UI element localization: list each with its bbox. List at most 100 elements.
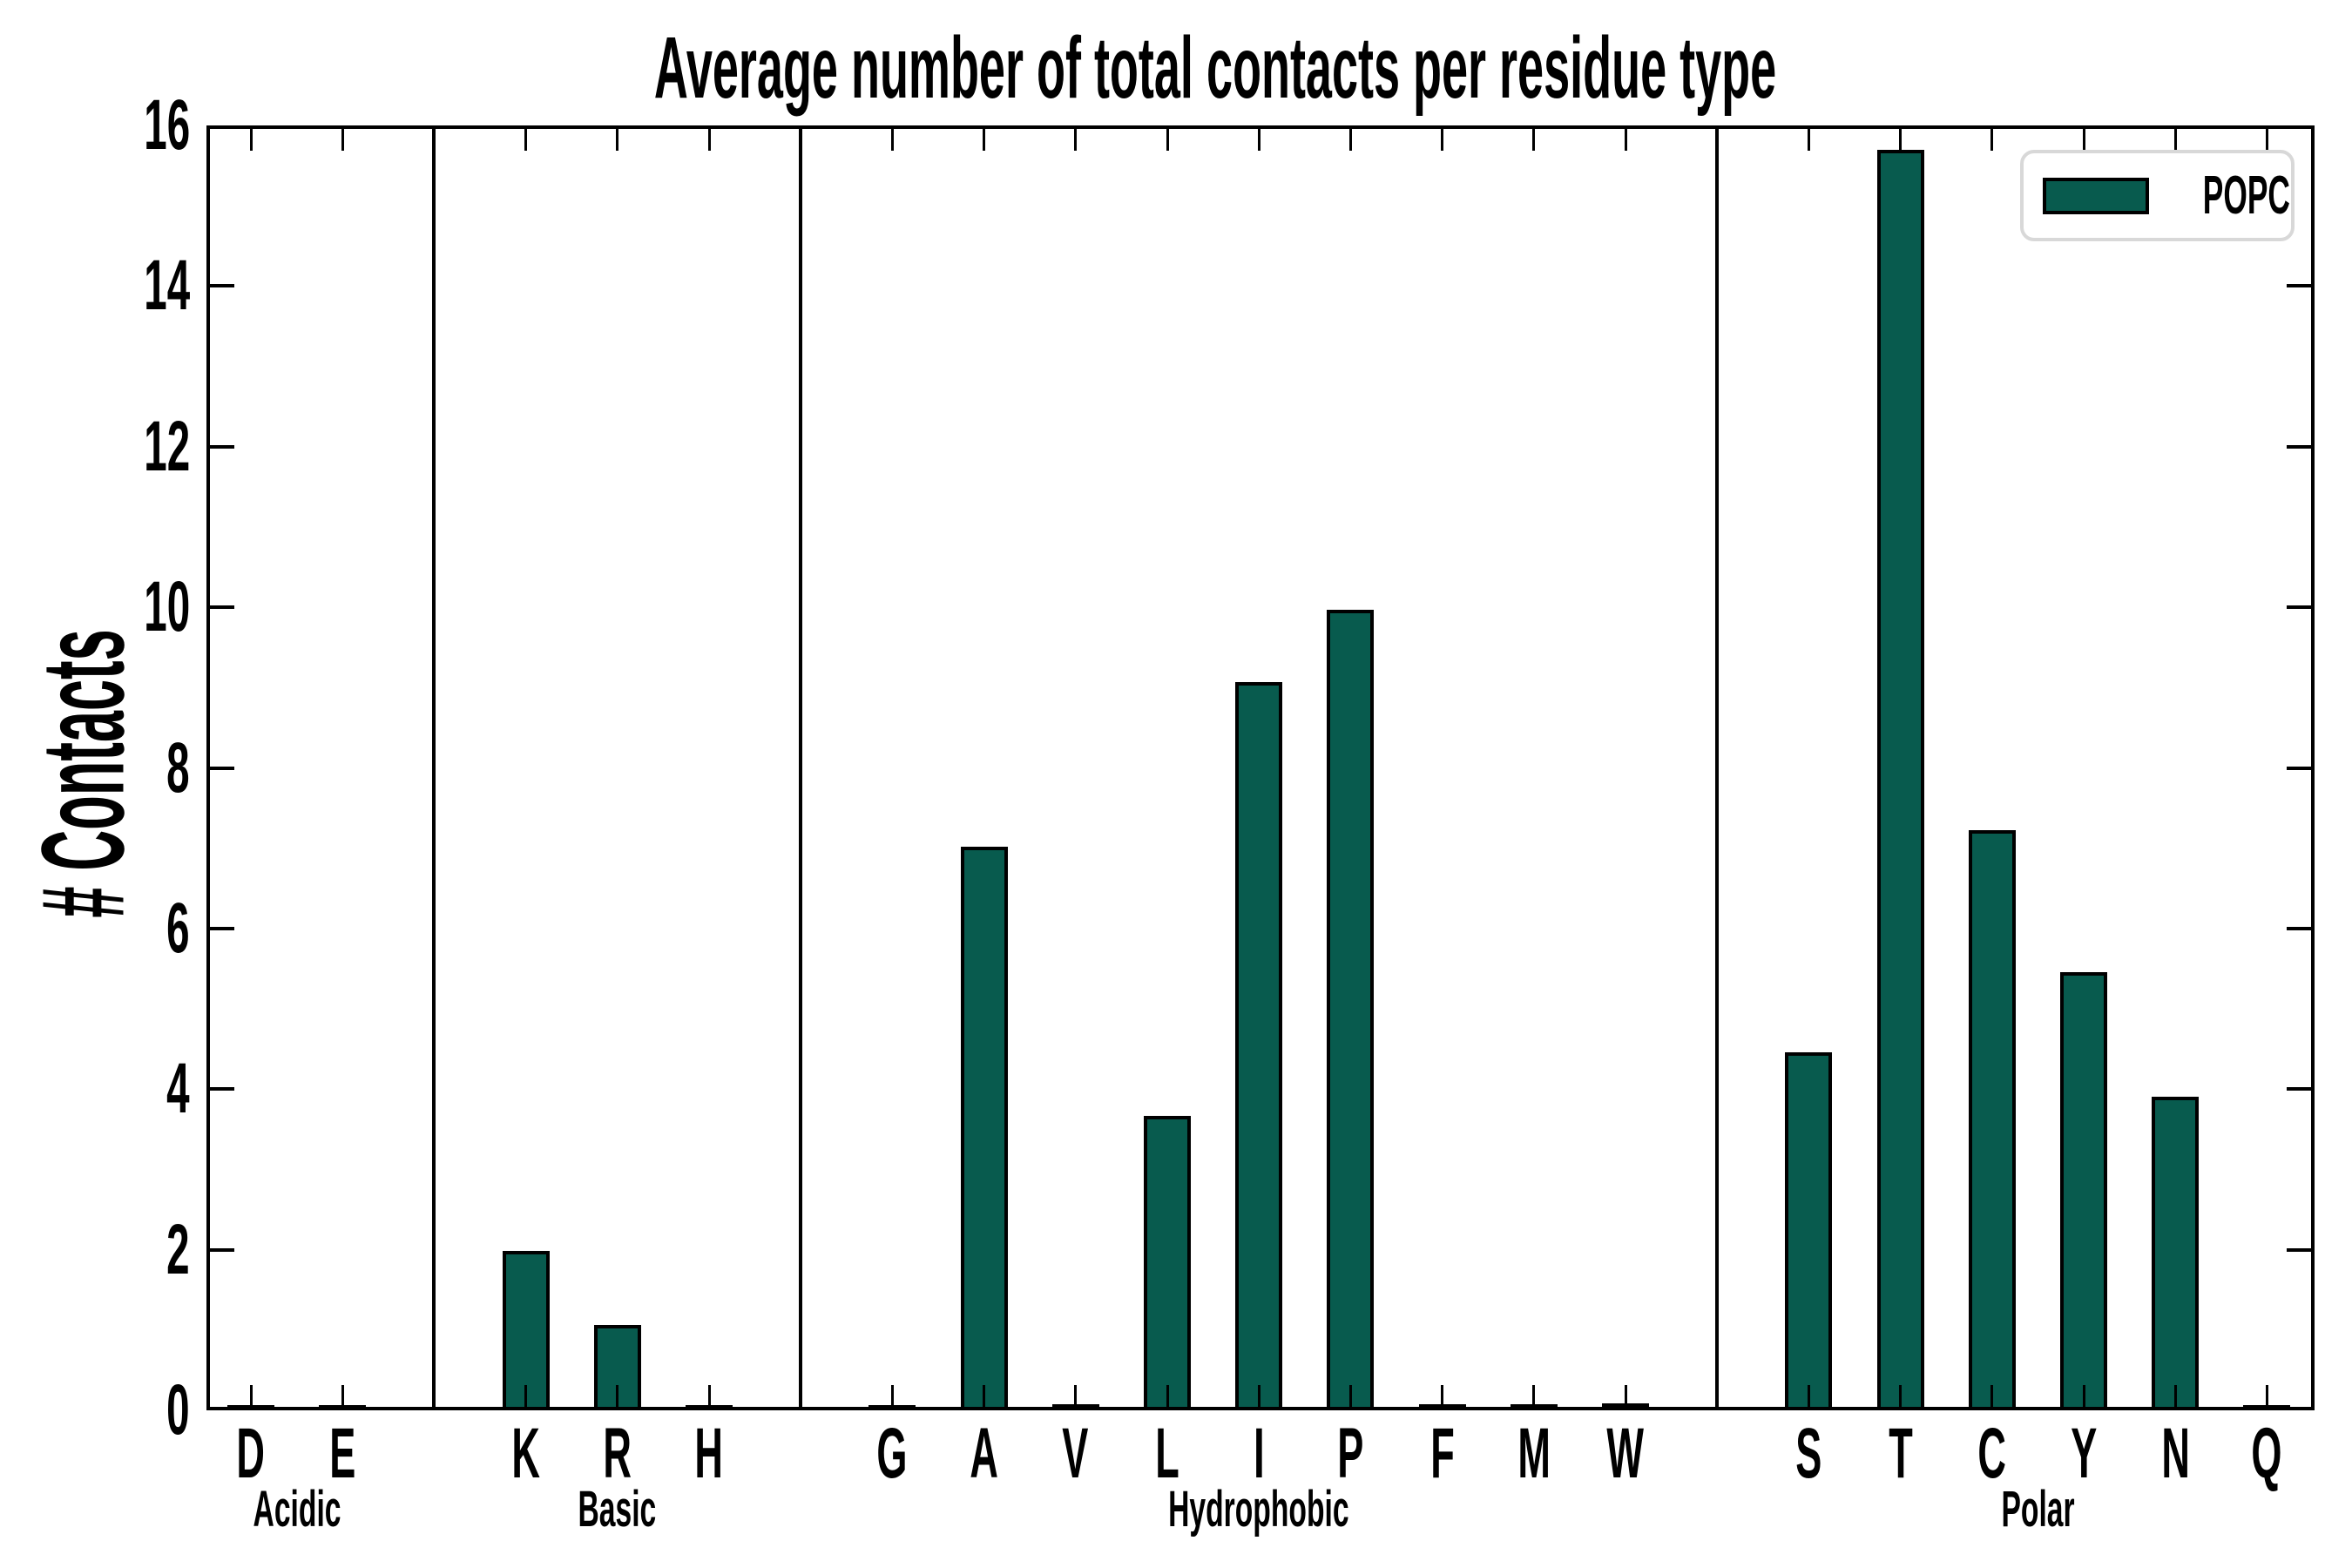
x-tick-label-I: I (1213, 1418, 1305, 1490)
x-tick-label-text: R (603, 1414, 632, 1493)
x-tick (2265, 1385, 2268, 1410)
x-tick-label-V: V (1030, 1418, 1122, 1490)
bar-A (960, 847, 1008, 1410)
y-tick-label-text: 0 (166, 1370, 190, 1450)
bar-P (1327, 609, 1375, 1410)
x-tick (249, 125, 253, 151)
y-tick-label-4: 4 (0, 1053, 190, 1125)
x-tick (2265, 125, 2268, 151)
x-tick-label-text: K (511, 1414, 540, 1493)
x-tick (249, 1385, 253, 1410)
x-tick (983, 1385, 986, 1410)
x-tick (890, 1385, 894, 1410)
x-tick (1899, 1385, 1903, 1410)
x-tick-label-text: G (876, 1414, 908, 1493)
x-tick (799, 1385, 802, 1410)
chart-title: Average number of total contacts per res… (176, 24, 2254, 112)
x-tick-label-W: W (1579, 1418, 1672, 1490)
x-tick-label-text: W (1606, 1414, 1645, 1493)
x-tick (2173, 1385, 2177, 1410)
x-tick (890, 125, 894, 151)
x-tick-label-G: G (846, 1418, 938, 1490)
group-label-text: Basic (578, 1481, 657, 1538)
y-tick-label-0: 0 (0, 1375, 190, 1446)
group-label-basic: Basic (435, 1484, 801, 1535)
bar-I (1235, 682, 1283, 1410)
y-tick (206, 926, 234, 930)
y-tick-label-text: 6 (166, 888, 190, 968)
y-tick-label-16: 16 (0, 90, 190, 161)
y-tick-label-text: 10 (144, 567, 190, 647)
x-tick (2173, 125, 2177, 151)
y-tick (206, 1407, 234, 1410)
group-label-acidic: Acidic (114, 1484, 480, 1535)
y-tick (206, 605, 234, 610)
group-label-polar: Polar (1855, 1484, 2220, 1535)
y-tick (206, 444, 234, 449)
bar-S (1785, 1051, 1833, 1410)
x-tick (1990, 125, 1994, 151)
bar-N (2152, 1097, 2200, 1410)
y-tick (2287, 284, 2315, 288)
x-tick-label-P: P (1304, 1418, 1396, 1490)
x-tick-label-text: L (1155, 1414, 1179, 1493)
x-tick (1715, 1385, 1719, 1410)
y-tick (2287, 926, 2315, 930)
x-tick-label-text: S (1795, 1414, 1822, 1493)
y-tick (206, 766, 234, 770)
group-label-text: Polar (2001, 1481, 2075, 1538)
legend-label: POPC (2202, 165, 2290, 226)
x-tick-label-T: T (1855, 1418, 1947, 1490)
x-tick-label-M: M (1488, 1418, 1580, 1490)
y-tick (2287, 605, 2315, 610)
group-separator (1715, 125, 1720, 1410)
y-tick (2287, 1247, 2315, 1252)
x-tick (1348, 125, 1352, 151)
x-tick-label-S: S (1762, 1418, 1855, 1490)
y-tick-label-text: 2 (166, 1209, 190, 1289)
legend: POPC (2020, 150, 2295, 241)
x-tick-label-C: C (1946, 1418, 2038, 1490)
y-tick-label-text: 8 (166, 727, 190, 808)
x-tick-label-text: H (694, 1414, 724, 1493)
x-tick (341, 1385, 344, 1410)
y-tick-label-6: 6 (0, 888, 190, 968)
bar-Y (2060, 972, 2107, 1410)
bar-L (1144, 1116, 1191, 1410)
x-tick (1166, 1385, 1169, 1410)
group-separator (432, 125, 436, 1410)
y-tick-label-text: 12 (144, 406, 190, 486)
y-tick-label-text: 16 (144, 85, 190, 165)
y-axis-label-text: # Contacts (17, 629, 149, 918)
y-tick-label-text: 4 (166, 1049, 190, 1129)
x-tick-label-text: D (236, 1414, 266, 1493)
x-tick (1257, 125, 1260, 151)
group-label-text: Acidic (253, 1481, 341, 1538)
bar-K (502, 1251, 550, 1410)
x-tick (341, 125, 344, 151)
x-tick-label-L: L (1121, 1418, 1213, 1490)
x-tick (707, 125, 711, 151)
bar-T (1876, 150, 1924, 1410)
y-tick-label-14: 14 (0, 250, 190, 321)
x-tick-label-text: P (1337, 1414, 1364, 1493)
x-tick-label-text: A (970, 1414, 998, 1493)
x-tick (983, 125, 986, 151)
bar-C (1968, 830, 2016, 1410)
x-tick-label-text: Q (2251, 1414, 2282, 1493)
x-tick-label-K: K (480, 1418, 572, 1490)
x-tick (2082, 125, 2085, 151)
x-tick (1624, 125, 1627, 151)
x-tick (524, 1385, 528, 1410)
y-tick-label-text: 14 (144, 246, 190, 326)
y-tick (2287, 444, 2315, 449)
x-tick (1166, 125, 1169, 151)
chart-title-text: Average number of total contacts per res… (653, 19, 1777, 117)
x-tick (432, 125, 436, 151)
y-tick-label-12: 12 (0, 406, 190, 486)
y-tick (206, 1087, 234, 1092)
x-tick (1899, 125, 1903, 151)
x-tick (1624, 1385, 1627, 1410)
x-tick-label-text: N (2160, 1414, 2190, 1493)
